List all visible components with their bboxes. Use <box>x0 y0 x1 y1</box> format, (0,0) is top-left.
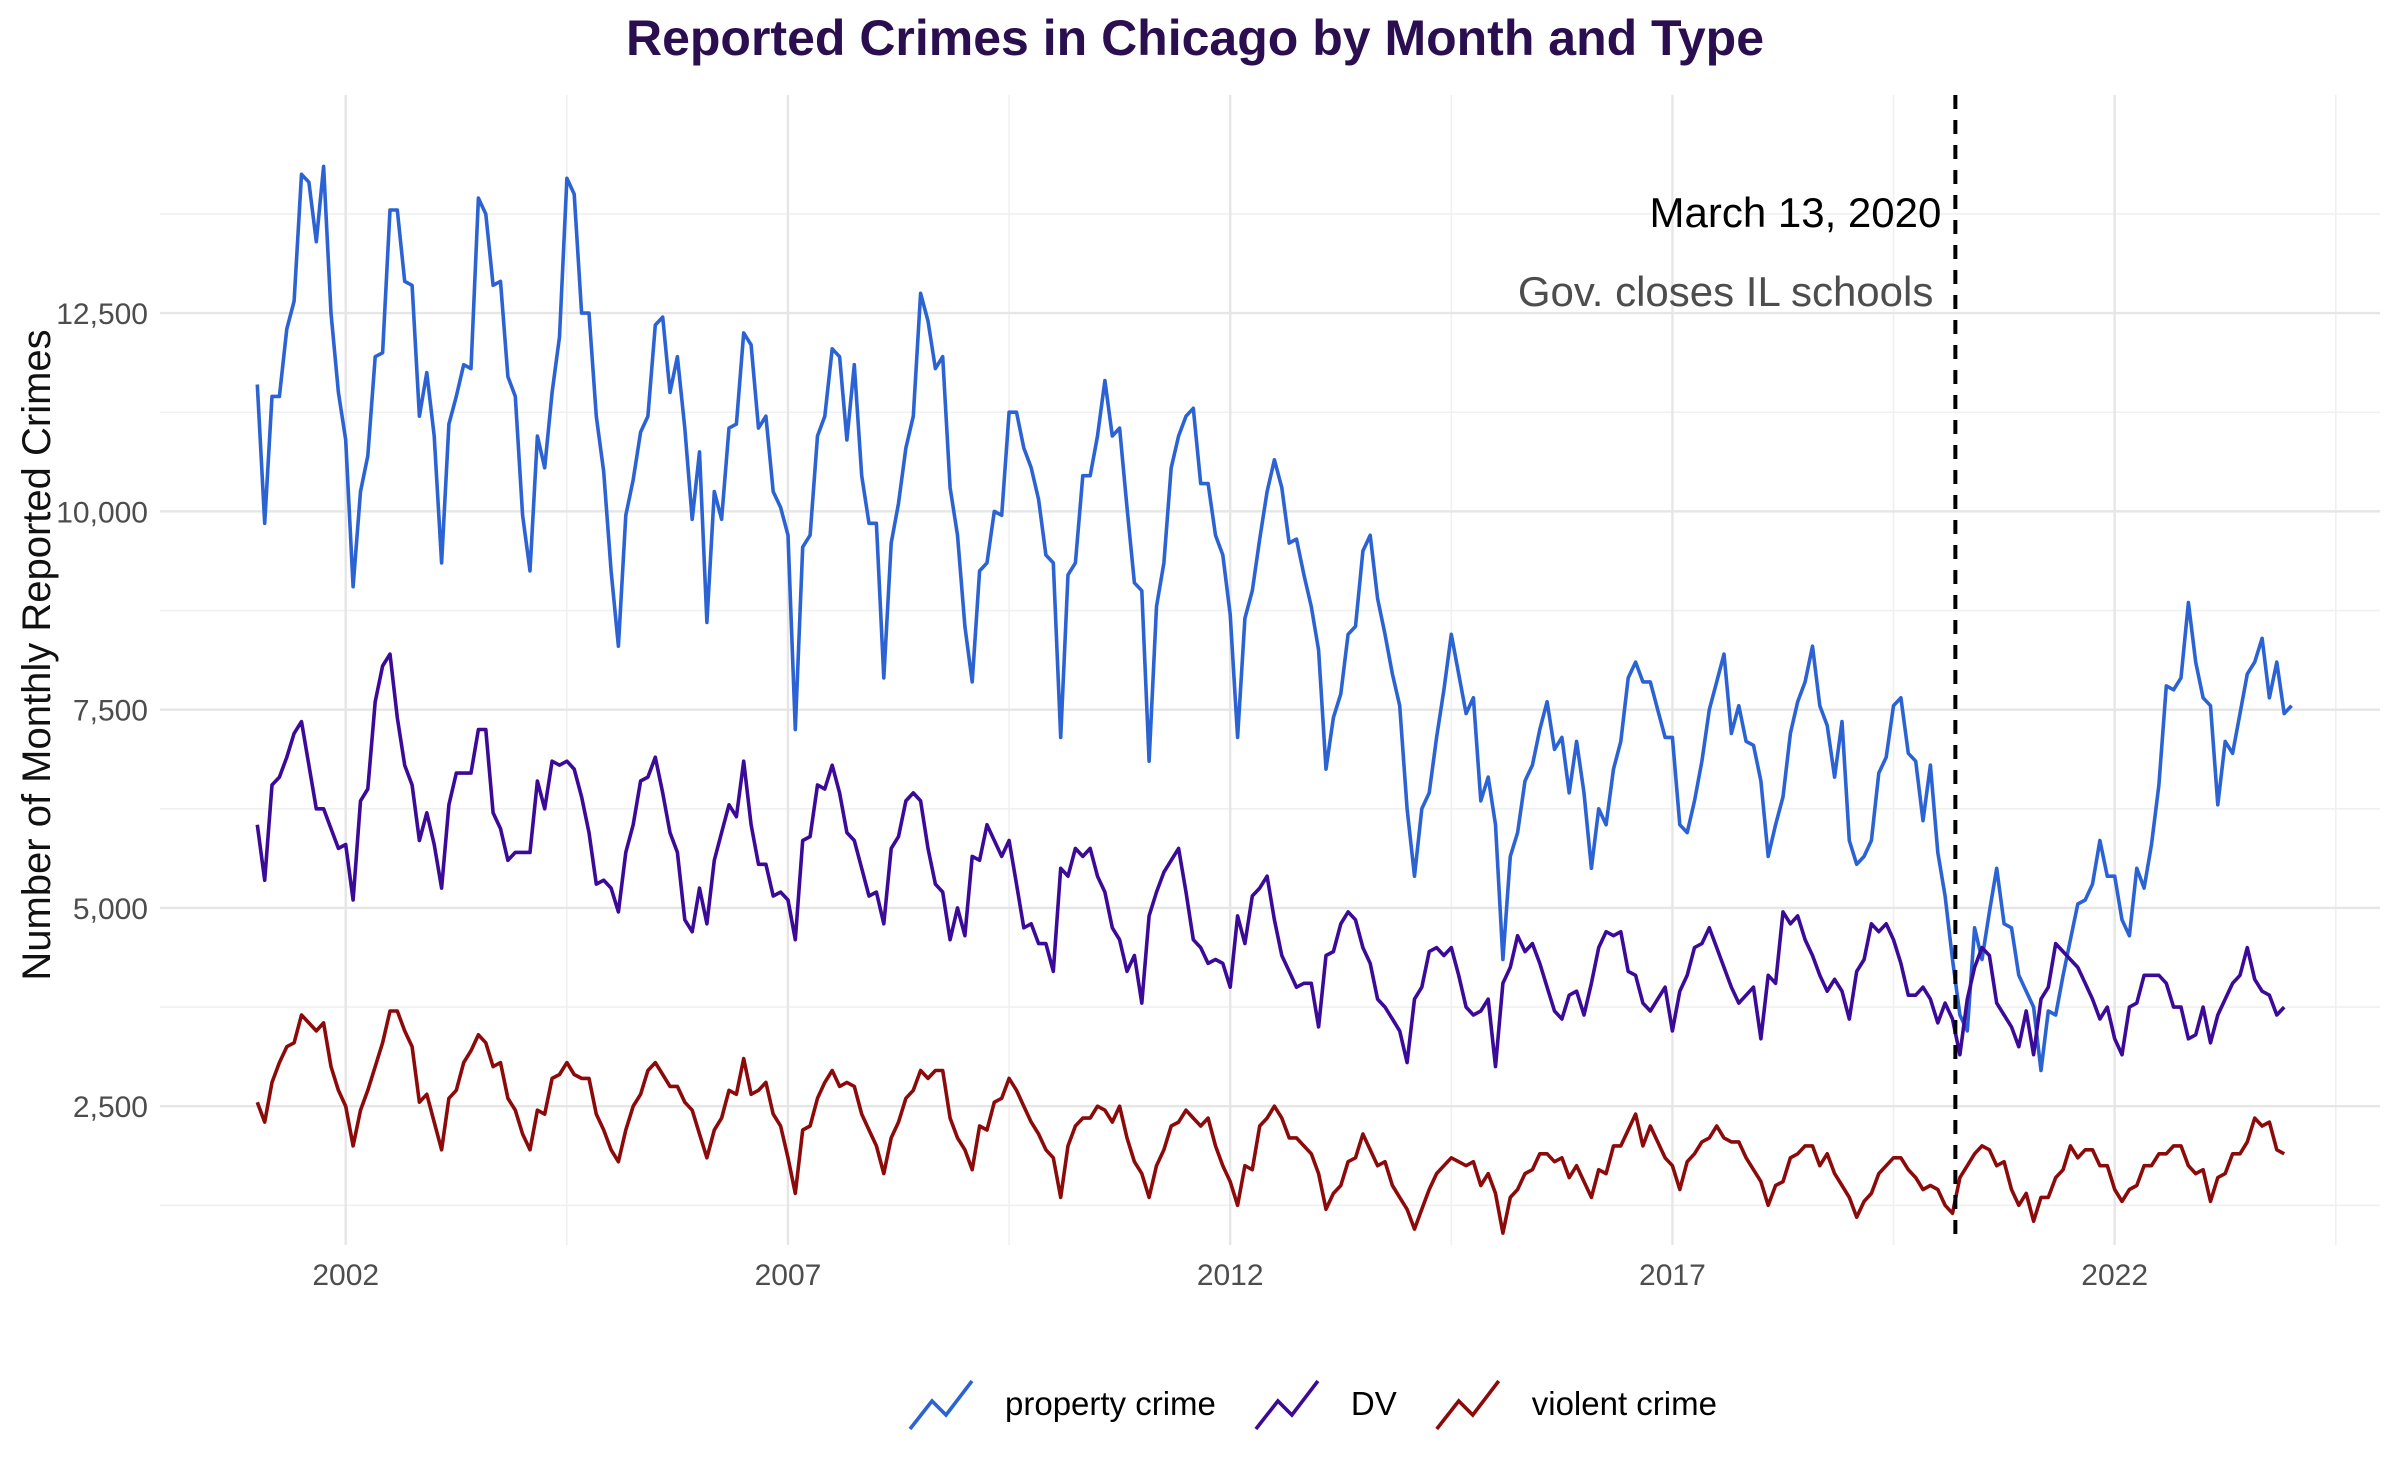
legend-key-property-crime <box>908 1379 974 1431</box>
legend-key-dv <box>1254 1379 1320 1431</box>
series-line-violent-crime <box>255 1009 2286 1235</box>
y-tick-label: 2,500 <box>73 1091 148 1124</box>
legend-label-violent-crime: violent crime <box>1532 1385 1717 1422</box>
chart-title: Reported Crimes in Chicago by Month and … <box>626 10 1764 66</box>
y-axis-ticks: 2,500 5,000 7,500 10,000 12,500 <box>56 298 148 1124</box>
x-tick-label: 2022 <box>2081 1259 2148 1292</box>
x-axis-ticks: 2002 2007 2012 2017 2022 <box>312 1259 2148 1292</box>
annotation-text: Gov. closes IL schools <box>1518 268 1934 315</box>
x-tick-label: 2007 <box>755 1259 822 1292</box>
x-tick-label: 2017 <box>1639 1259 1706 1292</box>
legend-label-dv: DV <box>1351 1385 1397 1422</box>
y-axis-label: Number of Monthly Reported Crimes <box>15 329 59 980</box>
series-line-dv <box>255 652 2286 1069</box>
y-tick-label: 12,500 <box>56 298 148 331</box>
x-tick-label: 2012 <box>1197 1259 1264 1292</box>
annotation-date: March 13, 2020 <box>1650 189 1942 236</box>
grid <box>160 95 2380 1245</box>
legend-key-violent-crime <box>1435 1379 1501 1431</box>
annotation: March 13, 2020 Gov. closes IL schools <box>1518 95 1958 1245</box>
y-tick-label: 5,000 <box>73 893 148 926</box>
series-line-property-crime <box>255 164 2293 1073</box>
legend-label-property-crime: property crime <box>1005 1385 1216 1422</box>
y-tick-label: 10,000 <box>56 496 148 529</box>
y-tick-label: 7,500 <box>73 695 148 728</box>
x-tick-label: 2002 <box>312 1259 379 1292</box>
series-lines <box>255 164 2293 1235</box>
legend: property crime DV violent crime <box>908 1379 1717 1431</box>
